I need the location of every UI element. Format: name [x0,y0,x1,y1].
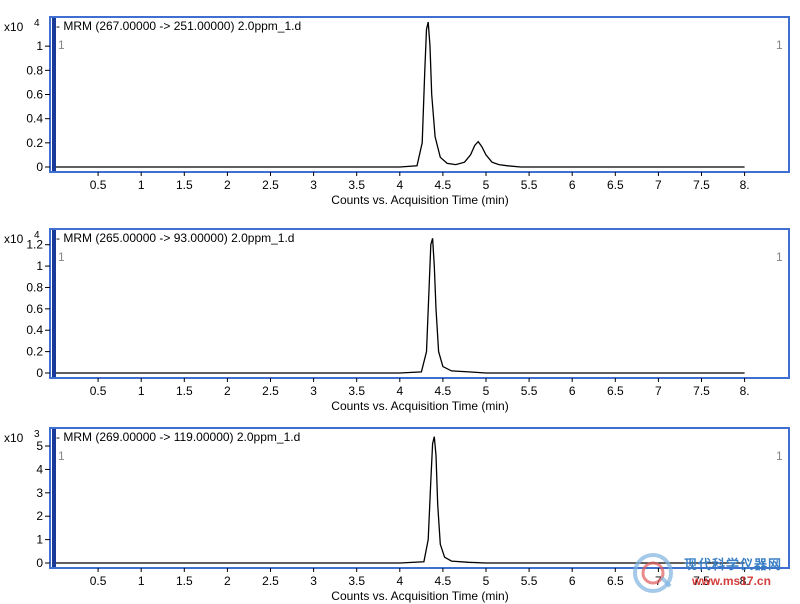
x-tick-label: 7 [655,384,662,398]
panel-marker-right: 1 [776,250,783,264]
x-tick-label: 6.5 [607,178,624,192]
x-tick-label: 3.5 [348,178,365,192]
y-tick-label: 0.6 [26,302,43,316]
x-tick-label: 6 [569,178,576,192]
x-tick-label: 1 [138,574,145,588]
x-tick-label: 5.5 [521,384,538,398]
y-tick-label: 1 [36,259,43,273]
y-tick-label: 0.8 [26,280,43,294]
x-tick-label: 1.5 [176,178,193,192]
y-tick-label: 2 [36,509,43,523]
chart-panel-2: x10 4 - MRM (265.00000 -> 93.00000) 2.0ppm… [4,228,790,413]
watermark-line-1: 现代科学仪器网 [684,557,783,572]
y-tick-label: 0.4 [26,323,43,337]
x-tick-label: 6 [569,574,576,588]
chart-title: - MRM (269.00000 -> 119.00000) 2.0ppm_1.… [56,430,300,444]
x-tick-label: 3 [310,178,317,192]
scale-label: x10 [4,232,24,246]
x-tick-label: 3 [310,384,317,398]
scale-exponent: 3 [34,429,40,440]
x-tick-label: 1 [138,384,145,398]
x-tick-label: 4 [396,384,403,398]
x-tick-label: 8. [740,178,750,192]
x-tick-label: 5 [483,574,490,588]
x-tick-label: 8. [740,384,750,398]
watermark-logo-icon [633,553,673,593]
watermark: 现代科学仪器网 www.ms17.cn [630,548,798,600]
x-tick-label: 0.5 [90,178,107,192]
x-tick-label: 2.5 [262,178,279,192]
x-tick-label: 7.5 [693,574,710,588]
y-tick-label: 0.2 [26,345,43,359]
scale-exponent: 4 [34,230,40,241]
x-tick-label: 4 [396,178,403,192]
y-tick-label: 4 [36,462,43,476]
y-tick-label: 0.6 [26,88,43,102]
chart-title: - MRM (265.00000 -> 93.00000) 2.0ppm_1.d [56,231,294,245]
chart-panel-1: x10 4 - MRM (267.00000 -> 251.00000) 2.0pp… [4,16,790,207]
x-axis-label: Counts vs. Acquisition Time (min) [331,399,508,413]
x-axis-label: Counts vs. Acquisition Time (min) [331,589,508,603]
scale-exponent: 4 [34,18,40,29]
x-tick-label: 2.5 [262,574,279,588]
x-tick-label: 4 [396,574,403,588]
y-tick-label: 0 [36,160,43,174]
x-tick-label: 3.5 [348,384,365,398]
y-tick-label: 0 [36,366,43,380]
y-tick-label: 1.2 [26,238,43,252]
x-tick-label: 0.5 [90,384,107,398]
chart-panel-3: x10 3 - MRM (269.00000 -> 119.00000) 2.0pp… [4,427,790,603]
x-tick-label: 6.5 [607,384,624,398]
x-tick-label: 5 [483,384,490,398]
x-tick-label: 1.5 [176,384,193,398]
x-tick-label: 5.5 [521,178,538,192]
y-tick-label: 1 [36,39,43,53]
y-tick-label: 3 [36,486,43,500]
plot-frame [49,16,790,173]
x-tick-label: 2 [224,574,231,588]
x-tick-label: 6.5 [607,574,624,588]
y-tick-label: 0 [36,556,43,570]
y-tick-label: 1 [36,533,43,547]
x-tick-label: 6 [569,384,576,398]
panel-marker-right: 1 [776,38,783,52]
plot-frame [49,427,790,569]
y-tick-label: 0.8 [26,63,43,77]
series-line-1 [56,21,745,168]
panel-marker-right: 1 [776,449,783,463]
panel-marker-left: 1 [58,449,65,463]
x-tick-label: 7.5 [693,384,710,398]
chart-title: - MRM (267.00000 -> 251.00000) 2.0ppm_1.… [56,19,301,33]
x-tick-label: 2 [224,384,231,398]
x-tick-label: 5.5 [521,574,538,588]
x-tick-label: 3.5 [348,574,365,588]
panel-marker-left: 1 [58,38,65,52]
x-tick-label: 4.5 [435,574,452,588]
x-tick-label: 5 [483,178,490,192]
plot-frame [49,228,790,379]
scale-label: x10 [4,20,24,34]
x-tick-label: 4.5 [435,178,452,192]
scale-label: x10 [4,431,24,445]
x-tick-label: 2 [224,178,231,192]
x-tick-label: 0.5 [90,574,107,588]
series-line-1 [56,238,745,374]
x-axis-label: Counts vs. Acquisition Time (min) [331,193,508,207]
x-tick-label: 1.5 [176,574,193,588]
x-tick-label: 4.5 [435,384,452,398]
x-tick-label: 7 [655,178,662,192]
x-tick-label: 7.5 [693,178,710,192]
watermark-line-2: www.ms17.cn [692,574,771,588]
x-tick-label: 2.5 [262,384,279,398]
y-tick-label: 5 [36,439,43,453]
series-line-1 [56,436,745,564]
x-tick-label: 3 [310,574,317,588]
y-tick-label: 0.2 [26,136,43,150]
panel-marker-left: 1 [58,250,65,264]
x-tick-label: 8. [740,574,750,588]
x-tick-label: 1 [138,178,145,192]
y-tick-label: 0.4 [26,112,43,126]
